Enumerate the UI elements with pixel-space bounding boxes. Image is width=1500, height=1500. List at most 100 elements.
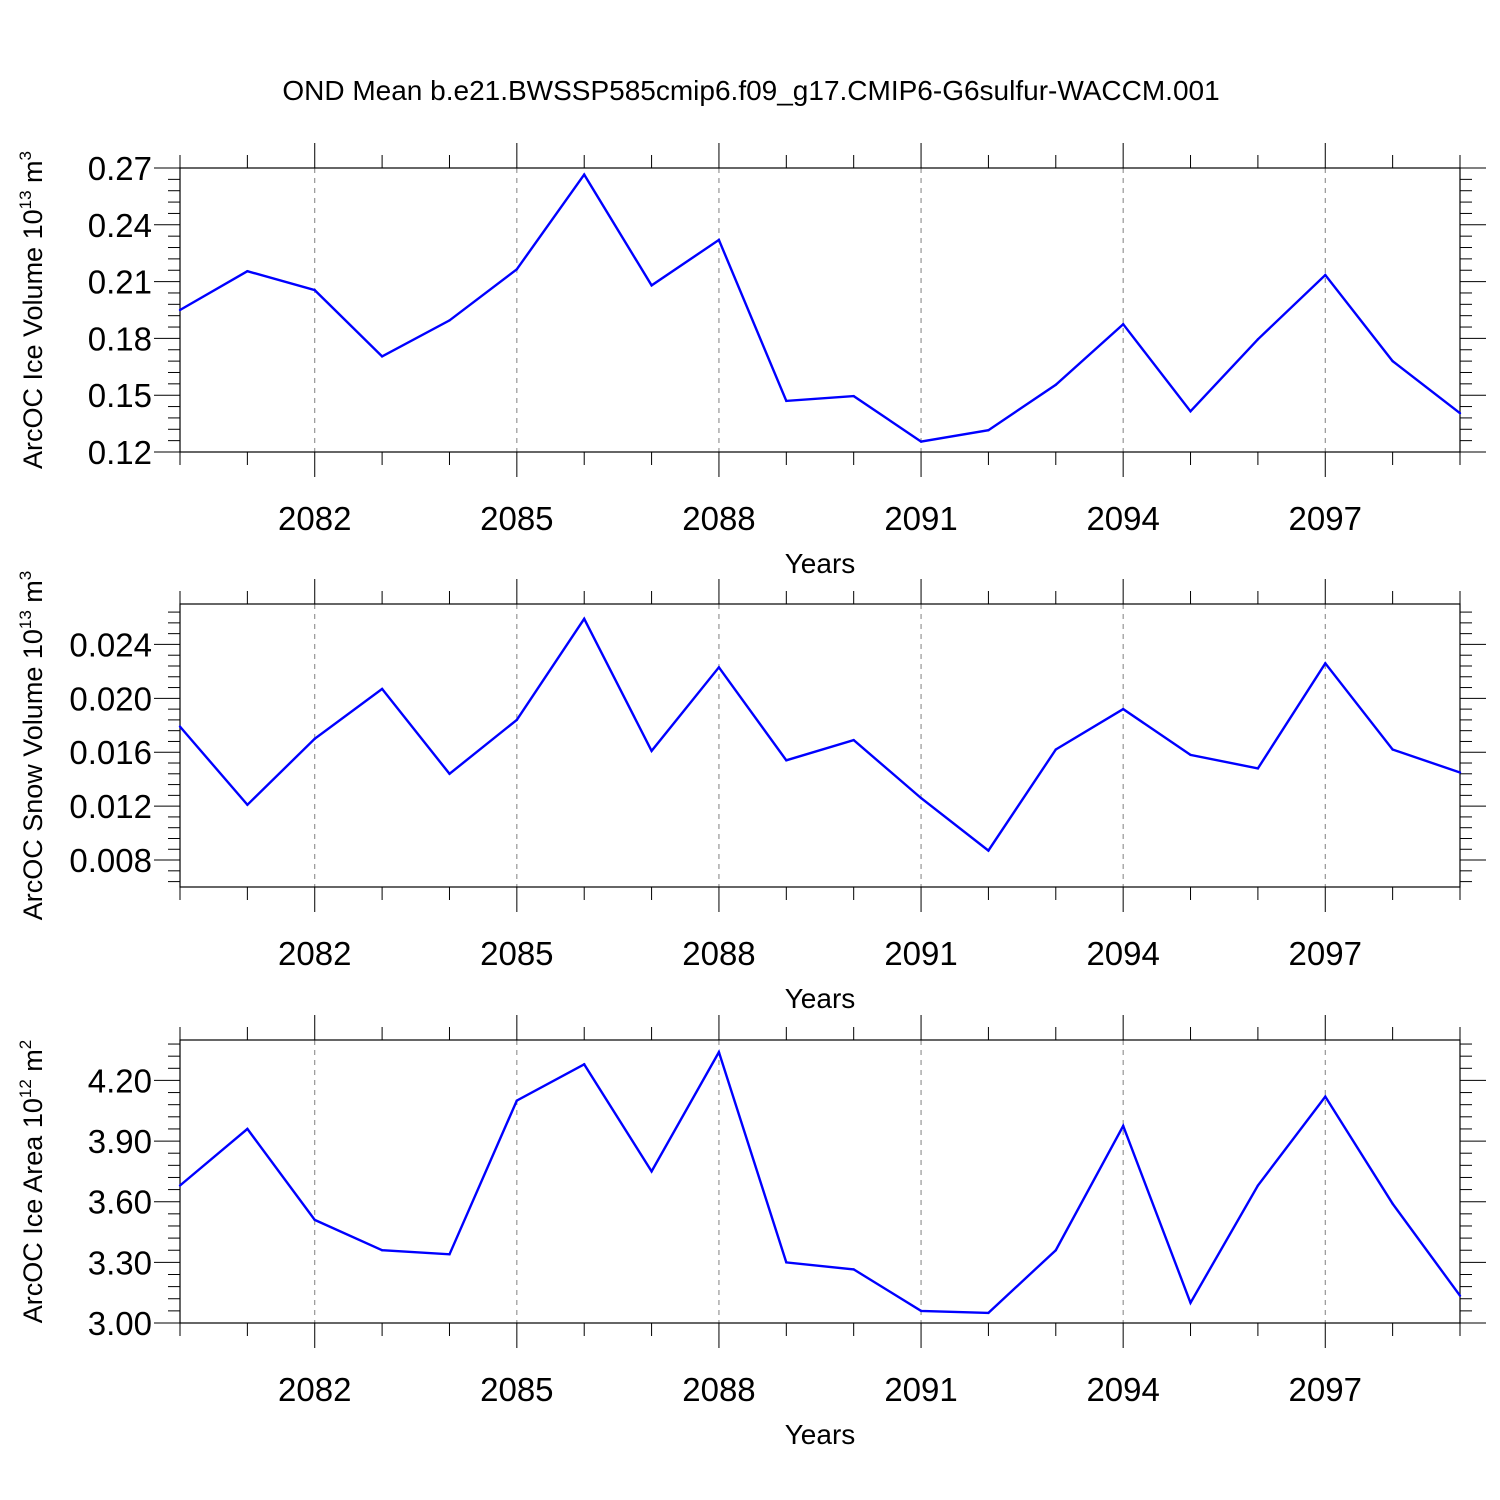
ice-volume-x-axis-label: Years: [785, 548, 856, 579]
data-point-2097: [1324, 1095, 1327, 1098]
data-point-2095: [1189, 753, 1192, 757]
data-point-2084: [448, 772, 451, 775]
y-axis-unit-exponent: 12: [16, 1079, 35, 1098]
data-point-2087: [650, 749, 653, 753]
data-point-2082: [313, 1218, 316, 1222]
data-point-2098: [1391, 748, 1394, 751]
y-tick-label: 0.024: [69, 626, 152, 663]
data-point-2084: [448, 1253, 451, 1256]
x-tick-label: 2088: [682, 500, 755, 537]
y-tick-label: 3.60: [88, 1184, 152, 1221]
snow-volume-series-line: [179, 616, 1461, 853]
snow-volume-plot-frame: [179, 603, 1461, 888]
y-tick-label: 0.012: [69, 788, 152, 825]
snow-volume-x-axis-label: Years: [785, 983, 856, 1014]
data-point-2099: [1458, 411, 1462, 415]
x-tick-label: 2097: [1289, 1371, 1362, 1408]
data-point-2083: [380, 1249, 384, 1252]
x-tick-label: 2097: [1289, 500, 1362, 537]
data-point-2083: [380, 687, 384, 691]
data-point-2099: [1458, 771, 1462, 774]
data-point-2090: [852, 738, 855, 742]
x-tick-label: 2085: [480, 1371, 553, 1408]
data-point-2098: [1391, 1202, 1394, 1205]
data-point-2095: [1189, 410, 1192, 413]
y-tick-label: 0.18: [88, 320, 152, 357]
x-tick-label: 2082: [278, 935, 351, 972]
x-tick-label: 2094: [1086, 1371, 1159, 1408]
data-point-2092: [987, 1311, 990, 1315]
data-point-2088: [717, 666, 721, 669]
data-point-2096: [1256, 767, 1260, 770]
data-point-2091: [919, 1309, 923, 1313]
data-point-2094: [1121, 1124, 1125, 1128]
data-point-2089: [785, 399, 788, 403]
data-point-2082: [313, 737, 316, 740]
data-point-2082: [313, 288, 316, 292]
data-point-2092: [987, 849, 990, 852]
y-axis-unit-exponent: 13: [16, 190, 35, 209]
x-tick-label: 2085: [480, 500, 553, 537]
data-point-2087: [650, 1170, 653, 1173]
y-axis-unit-exponent: 13: [16, 610, 35, 629]
data-point-2083: [380, 355, 384, 358]
panel-ice-volume: 0.12 0.15 0.18 0.21 0.24 0.27 2082 2085 2088 2091…: [16, 143, 1486, 579]
data-point-2085: [515, 718, 519, 722]
y-axis-label-text: ArcOC Snow Volume 10: [18, 629, 48, 920]
ice-volume-plot-frame: [179, 167, 1461, 453]
data-point-2092: [987, 429, 990, 432]
data-point-2084: [448, 319, 451, 322]
ice-area-plot-frame: [179, 1039, 1461, 1324]
data-point-2081: [246, 269, 249, 273]
y-axis-unit-exponent: 2: [16, 1040, 35, 1049]
y-tick-label: 4.20: [88, 1062, 152, 1099]
data-point-2093: [1054, 1249, 1057, 1252]
data-point-2089: [785, 1261, 788, 1264]
data-point-2089: [785, 759, 788, 762]
data-point-2090: [852, 394, 855, 398]
x-tick-label: 2082: [278, 500, 351, 537]
ice-volume-series-line: [179, 172, 1461, 443]
ice-area-series-line: [179, 1049, 1461, 1315]
panel-snow-volume: 0.008 0.012 0.016 0.020 0.024 2082 2085 2088 209…: [16, 571, 1486, 1014]
data-point-2086: [583, 1063, 586, 1066]
data-point-2097: [1324, 273, 1327, 277]
data-point-2081: [246, 1127, 249, 1131]
x-tick-label: 2088: [682, 1371, 755, 1408]
y-tick-label: 0.24: [88, 207, 152, 244]
data-point-2086: [583, 617, 586, 621]
ice-area-x-axis-label: Years: [785, 1419, 856, 1450]
y-axis-unit: m: [18, 160, 48, 190]
data-point-2093: [1054, 383, 1057, 386]
y-tick-label: 3.30: [88, 1244, 152, 1281]
data-point-2086: [583, 173, 586, 176]
y-axis-label-text: ArcOC Ice Area 10: [18, 1098, 48, 1323]
data-point-2096: [1256, 338, 1260, 341]
y-tick-label: 0.020: [69, 680, 152, 717]
data-point-2091: [919, 796, 923, 800]
y-tick-label: 0.12: [88, 434, 152, 471]
data-point-2081: [246, 803, 249, 806]
data-point-2094: [1121, 707, 1125, 711]
x-tick-label: 2091: [884, 1371, 957, 1408]
panel-ice-area: 3.00 3.30 3.60 3.90 4.20 2082 2085 2088 2091 2094…: [16, 1015, 1486, 1450]
data-point-2098: [1391, 359, 1394, 363]
data-point-2080: [178, 1184, 182, 1187]
y-tick-label: 0.15: [88, 377, 152, 414]
x-tick-label: 2091: [884, 500, 957, 537]
data-point-2090: [852, 1268, 855, 1271]
data-point-2088: [717, 1050, 721, 1054]
y-tick-label: 0.21: [88, 264, 152, 301]
y-axis-unit-exponent: 3: [16, 571, 35, 580]
y-axis-unit-exponent: 3: [16, 151, 35, 160]
data-point-2096: [1256, 1184, 1260, 1187]
data-point-2088: [717, 238, 721, 242]
y-axis-unit: m: [18, 580, 48, 610]
data-point-2085: [515, 268, 519, 271]
ice-volume-y-axis-label: ArcOC Ice Volume 1013 m3: [16, 151, 48, 469]
y-tick-label: 3.90: [88, 1123, 152, 1160]
figure-title: OND Mean b.e21.BWSSP585cmip6.f09_g17.CMI…: [282, 75, 1219, 106]
y-tick-label: 0.008: [69, 842, 152, 879]
x-tick-label: 2088: [682, 935, 755, 972]
